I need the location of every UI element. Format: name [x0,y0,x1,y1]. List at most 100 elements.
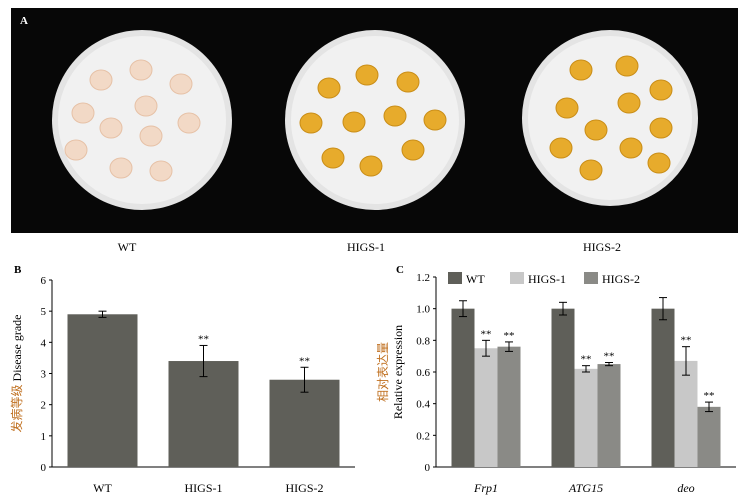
kernel [649,79,673,101]
legend-swatch [510,272,524,284]
y-tick-label: 0.2 [416,430,430,442]
y-tick-label: 0 [425,462,431,474]
kernel [342,111,366,133]
panel-b-letter: B [14,264,22,276]
y-tick-label: 4 [41,337,47,349]
kernel [99,117,123,139]
kernel [109,157,133,179]
y-axis-label: 发病等级 Disease grade [9,315,24,433]
bar [497,346,521,467]
kernel [134,95,158,117]
panel-a-photo: A [11,8,738,233]
kernel [89,69,113,91]
bar [269,379,340,467]
kernel [649,117,673,139]
significance-label: ** [604,351,615,363]
kernel [149,160,173,182]
kernels-higs-1 [299,64,447,177]
significance-label: ** [704,390,715,402]
plate-higs-2 [522,30,698,206]
x-tick-label: WT [93,481,112,495]
bar [574,368,598,467]
kernel [355,64,379,86]
kernel [423,109,447,131]
kernel [383,105,407,127]
kernel [555,97,579,119]
bar [674,360,698,467]
kernel [619,137,643,159]
kernel [617,92,641,114]
plates-illustration [52,30,698,210]
genotype-label-higs-2: HIGS-2 [583,240,621,254]
significance-label: ** [299,355,310,367]
chart-b: 0 1 2 3 4 5 6 WT ** HIGS-1 ** HIGS-2 发病等级 Disease gra… [9,275,355,495]
y-tick-label: 5 [41,306,47,318]
x-tick-label: Frp1 [473,481,498,495]
kernel [169,73,193,95]
y-tick-label: 1.2 [416,272,430,284]
panel-c-letter: C [396,264,404,276]
kernel [647,152,671,174]
bar [474,348,498,467]
x-tick-label: HIGS-2 [286,481,324,495]
y-axis-label-cn: 相对表达量 [376,342,390,402]
y-tick-label: 0.4 [416,399,430,411]
kernel [139,125,163,147]
kernel [64,139,88,161]
y-tick-label: 1 [41,431,47,443]
kernel [129,59,153,81]
bar [597,364,621,467]
significance-label: ** [581,354,592,366]
y-tick-label: 2 [41,400,47,412]
genotype-label-wt: WT [117,240,137,254]
significance-label: ** [198,333,209,345]
kernel [396,71,420,93]
genotype-label-higs-1: HIGS-1 [347,240,385,254]
y-tick-label: 6 [41,275,47,287]
plate-wt [52,30,232,210]
plate-higs-1 [285,30,465,210]
y-tick-label: 0.6 [416,367,430,379]
kernels-wt [64,59,201,182]
kernel [359,155,383,177]
bar [697,406,721,467]
bar [168,361,239,467]
x-tick-label: deo [677,481,694,495]
kernel [71,102,95,124]
legend-label: WT [466,272,485,286]
kernel [317,77,341,99]
legend-label: HIGS-1 [528,272,566,286]
y-tick-label: 1.0 [416,304,430,316]
chart-c: 0 0.2 0.4 0.6 0.8 1.0 1.2 ** ** Frp1 ** ** ATG15 ** **… [376,272,736,495]
legend-swatch [584,272,598,284]
bar [651,308,675,467]
bar [551,308,575,467]
kernel [177,112,201,134]
kernel [321,147,345,169]
kernels-higs-2 [549,55,673,181]
kernel [569,59,593,81]
kernel [584,119,608,141]
significance-label: ** [504,330,515,342]
x-tick-label: HIGS-1 [185,481,223,495]
y-axis-label-cn: 发病等级 [9,384,24,432]
y-tick-label: 0.8 [416,335,430,347]
x-tick-label: ATG15 [568,481,603,495]
kernel [299,112,323,134]
legend-swatch [448,272,462,284]
panel-a-letter: A [20,15,28,27]
y-tick-label: 0 [41,462,47,474]
legend-label: HIGS-2 [602,272,640,286]
significance-label: ** [681,335,692,347]
y-tick-label: 3 [41,369,47,381]
kernel [549,137,573,159]
bar [451,308,475,467]
bar [67,314,138,467]
y-axis-label-en: Relative expression [391,325,405,419]
significance-label: ** [481,328,492,340]
y-axis-label-en: Disease grade [10,315,24,382]
kernel [615,55,639,77]
kernel [579,159,603,181]
kernel [401,139,425,161]
plate-medium [528,36,692,200]
